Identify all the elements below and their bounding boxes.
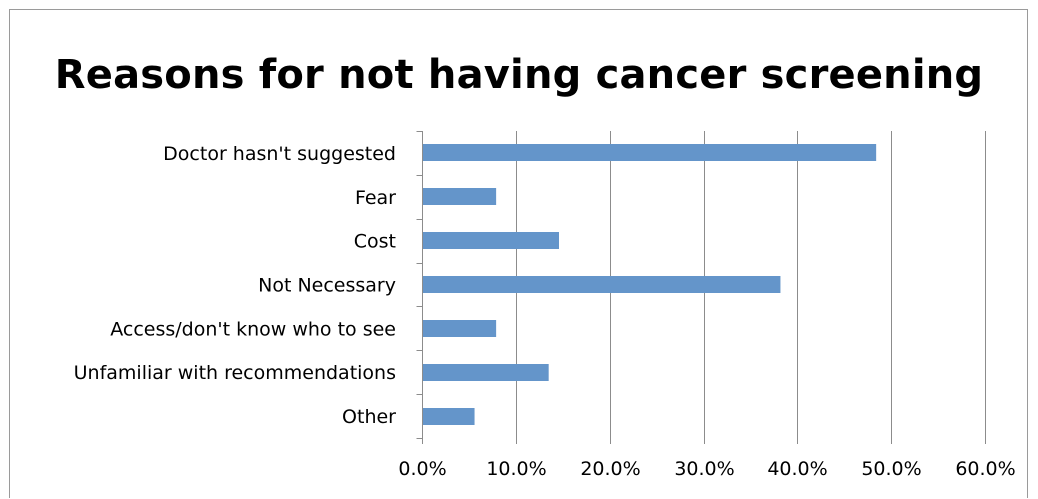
bar: [422, 364, 549, 381]
x-tick-label: 30.0%: [674, 458, 734, 480]
x-tick-label: 20.0%: [580, 458, 640, 480]
category-labels: Doctor hasn't suggested Fear Cost Not Neces…: [74, 143, 397, 428]
x-tick-label: 60.0%: [955, 458, 1015, 480]
chart-title: Reasons for not having cancer screening: [54, 52, 984, 98]
category-label: Doctor hasn't suggested: [163, 143, 396, 165]
category-label: Access/don't know who to see: [110, 318, 396, 340]
category-label: Fear: [355, 187, 396, 209]
chart-frame: [9, 9, 1028, 498]
bar: [422, 232, 559, 249]
x-tick-label: 40.0%: [767, 458, 827, 480]
bar: [422, 144, 877, 161]
bar: [422, 408, 475, 425]
category-label: Cost: [354, 231, 396, 253]
category-label: Unfamiliar with recommendations: [74, 362, 396, 384]
x-tick-label: 0.0%: [398, 458, 446, 480]
category-label: Not Necessary: [258, 275, 396, 297]
bar: [422, 188, 497, 205]
bar: [422, 320, 497, 337]
x-tick-label: 10.0%: [486, 458, 546, 480]
axes: [416, 131, 423, 444]
x-tick-label: 50.0%: [861, 458, 921, 480]
x-tick-labels: 0.0% 10.0% 20.0% 30.0% 40.0% 50.0% 60.0%: [398, 458, 1015, 480]
bar: [422, 276, 781, 293]
category-label: Other: [342, 406, 396, 428]
bars: [422, 144, 877, 425]
